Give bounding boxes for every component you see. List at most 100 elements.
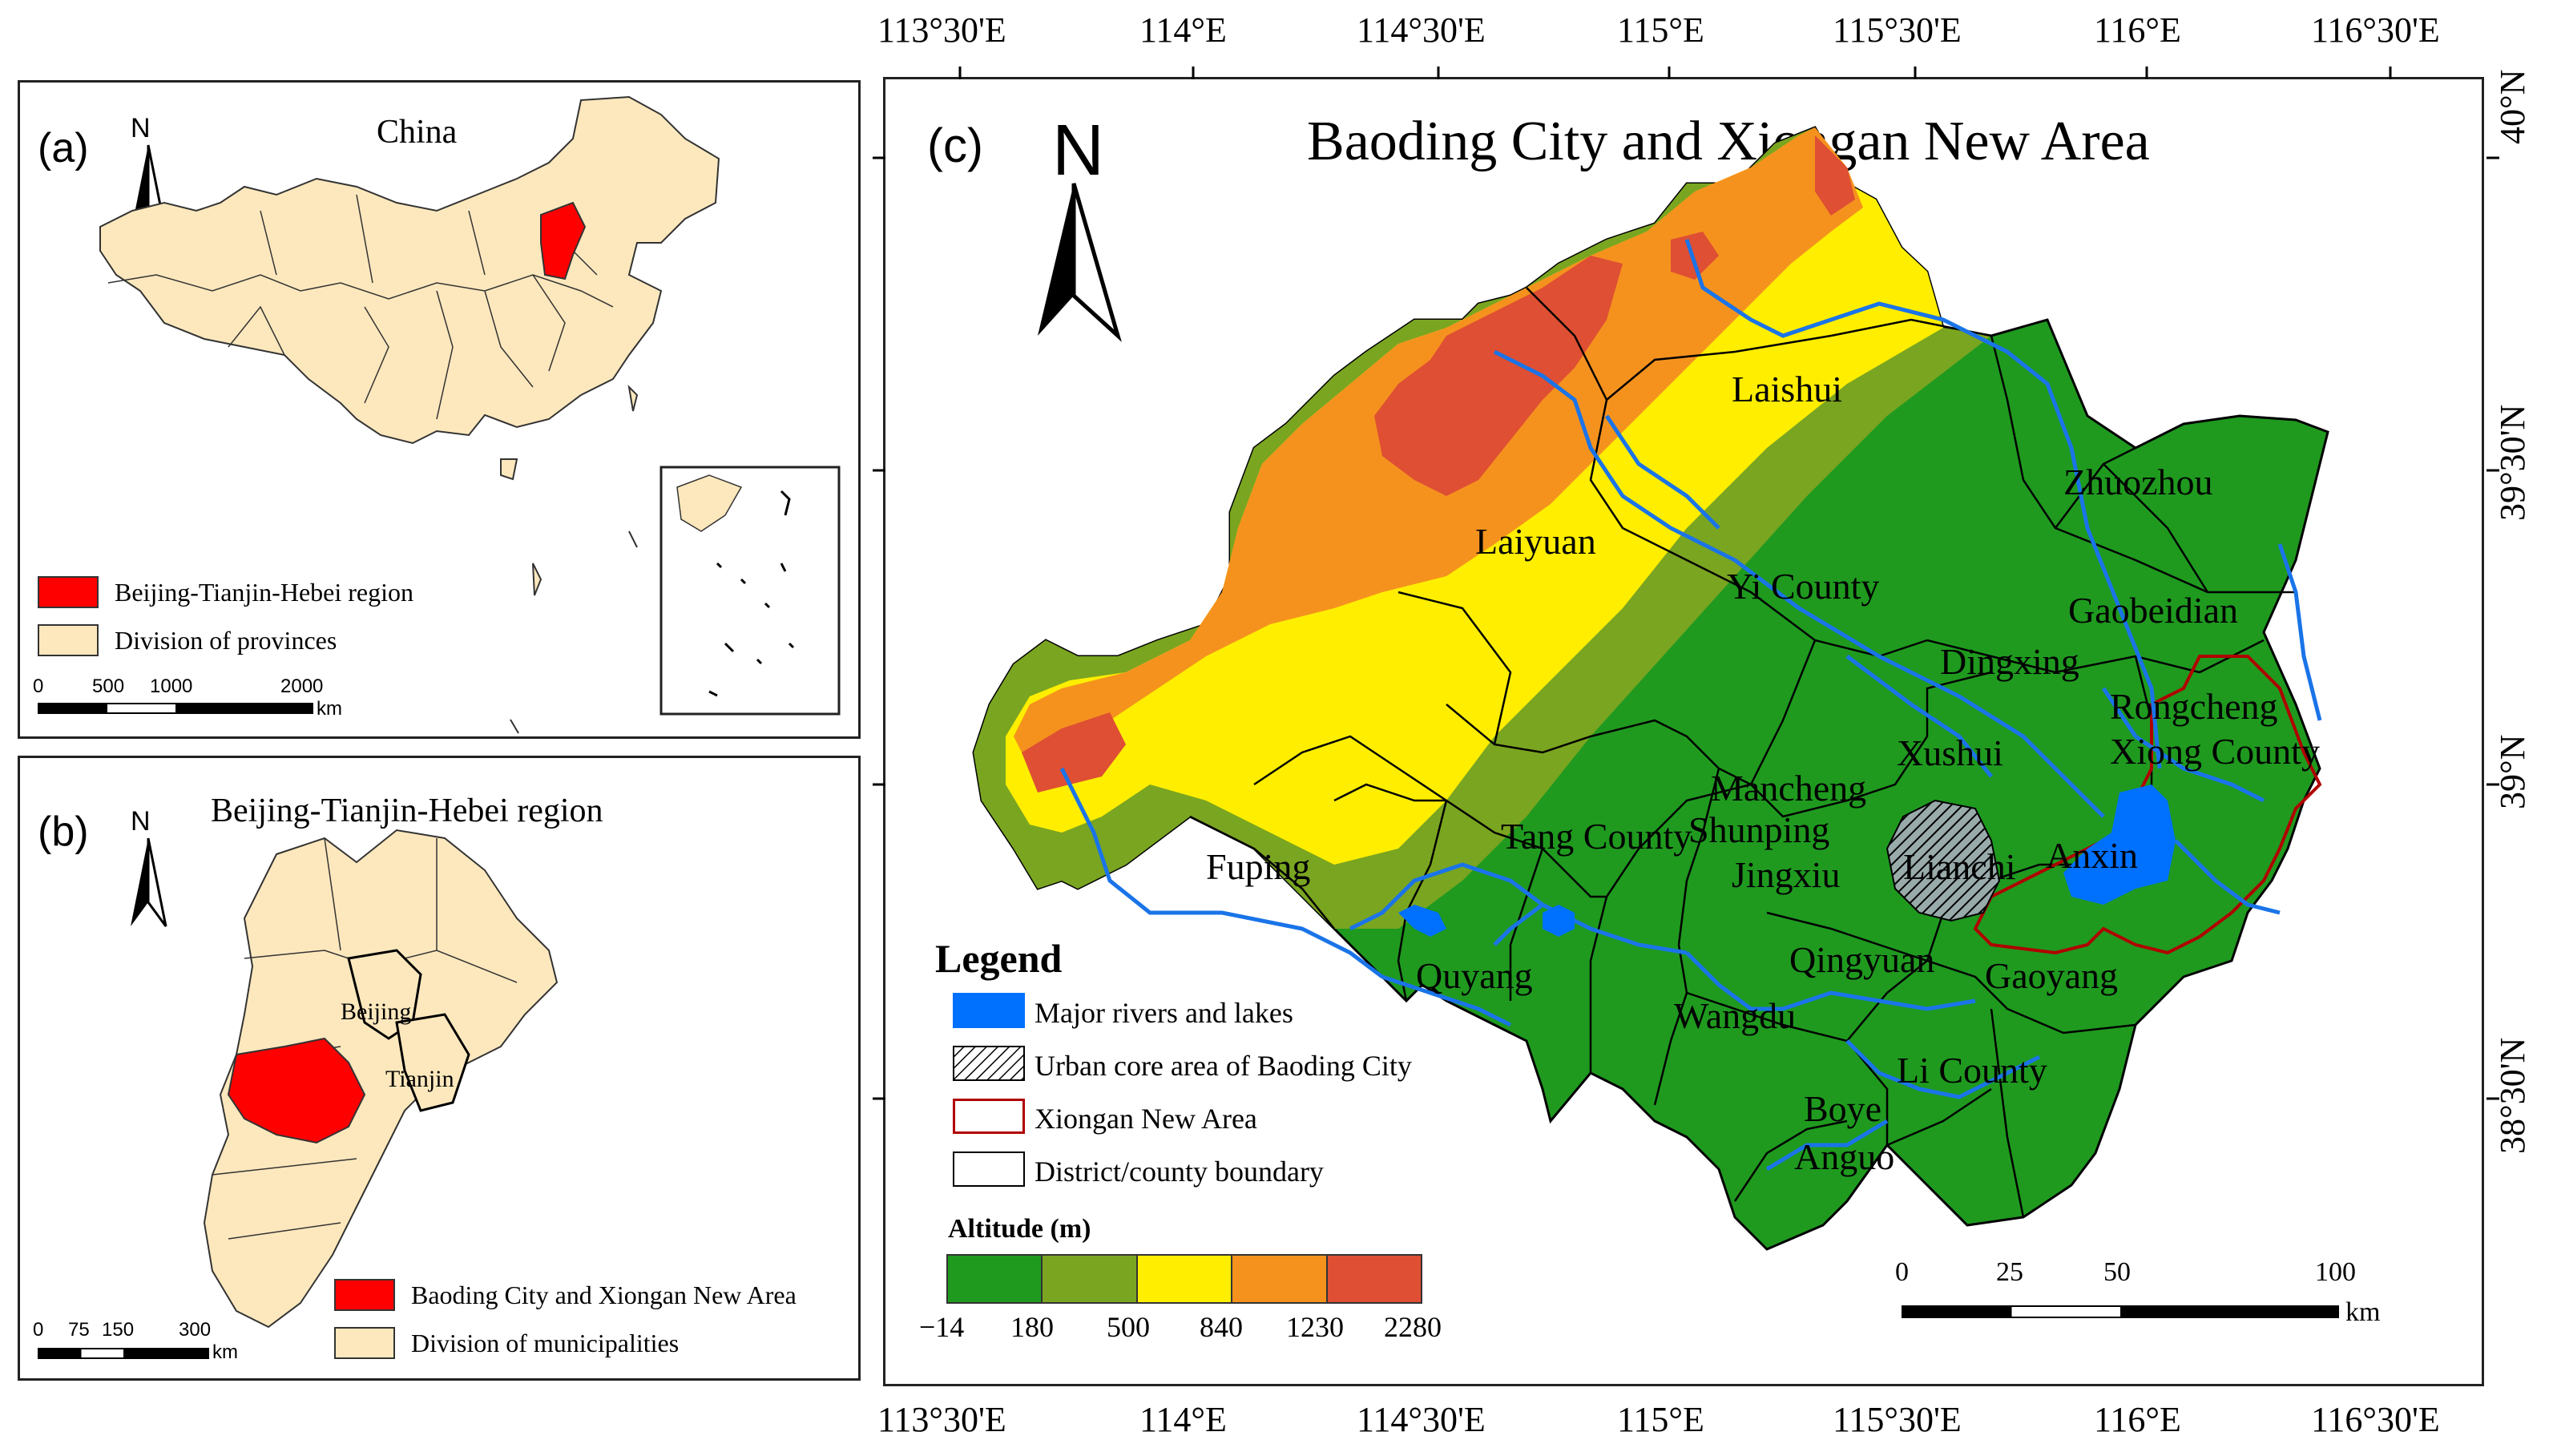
altitude-class-5 <box>1327 1256 1422 1302</box>
panel-c-title: Baoding City and Xiongan New Area <box>1307 111 2150 172</box>
legend-label-provinces: Division of provinces <box>115 626 337 655</box>
altitude-break-4: 840 <box>1200 1311 1243 1343</box>
scale-b-150: 150 <box>102 1319 135 1341</box>
scale-a-unit: km <box>317 698 342 720</box>
place-wangdu: Wangdu <box>1674 995 1797 1036</box>
lat-tick-38-30: 38°30'N <box>2493 1037 2532 1154</box>
legend-swatch-bth <box>38 576 99 608</box>
place-li-county: Li County <box>1897 1050 2047 1091</box>
scale-a-2000: 2000 <box>280 676 324 697</box>
altitude-class-1 <box>948 1256 1043 1302</box>
altitude-break-5: 1230 <box>1286 1311 1344 1343</box>
north-arrow-icon <box>131 837 167 927</box>
scale-a-1000: 1000 <box>150 676 193 697</box>
place-anxin: Anxin <box>2046 835 2138 876</box>
city-beijing: Beijing <box>341 998 412 1025</box>
panel-c-label: (c) <box>927 119 983 172</box>
scale-bar-b <box>38 1348 209 1359</box>
altitude-bar <box>946 1254 1422 1304</box>
legend-label-rivers: Major rivers and lakes <box>1035 997 1293 1029</box>
lon-tick-bottom-4: 115°E <box>1617 1400 1704 1439</box>
scale-a-0: 0 <box>33 676 44 697</box>
place-qingyuan: Qingyuan <box>1789 939 1935 980</box>
china-map <box>99 95 841 734</box>
panel-a-china: (a) China N Beijing-Tianjin-Hebei region… <box>18 80 861 739</box>
altitude-break-6: 2280 <box>1384 1311 1442 1343</box>
lon-tick-bottom-2: 114°E <box>1139 1400 1227 1439</box>
panel-c-baoding: (c) Baoding City and Xiongan New Area N <box>873 67 2499 1386</box>
legend-swatch-urban-core <box>953 1046 1025 1081</box>
place-laiyuan: Laiyuan <box>1475 521 1596 562</box>
legend-swatch-xiongan <box>953 1099 1025 1134</box>
altitude-break-2: 180 <box>1010 1311 1054 1343</box>
lon-tick-top-6: 116°E <box>2094 10 2181 50</box>
altitude-class-4 <box>1232 1256 1328 1302</box>
place-boye: Boye <box>1804 1088 1882 1129</box>
scale-a-500: 500 <box>92 676 125 697</box>
panel-b-label: (b) <box>38 809 89 855</box>
north-arrow-icon <box>1038 183 1122 342</box>
scale-c-25: 25 <box>1996 1257 2023 1287</box>
legend-label-baoding: Baoding City and Xiongan New Area <box>411 1281 797 1309</box>
place-tang-county: Tang County <box>1501 816 1692 857</box>
panel-a-label: (a) <box>38 125 89 171</box>
lon-tick-top-3: 114°30'E <box>1357 10 1486 50</box>
legend-swatch-provinces <box>38 624 99 656</box>
scale-bar-c <box>1902 1305 2339 1318</box>
place-quyang: Quyang <box>1416 955 1533 996</box>
legend-swatch-baoding <box>334 1279 395 1311</box>
legend-label-municipalities: Division of municipalities <box>411 1329 680 1357</box>
frame-ticks <box>873 67 2499 1100</box>
lon-tick-bottom-6: 116°E <box>2094 1400 2181 1439</box>
place-lianchi: Lianchi <box>1903 846 2016 887</box>
place-laishui: Laishui <box>1732 369 1842 409</box>
scale-c-0: 0 <box>1895 1257 1909 1287</box>
place-zhuozhou: Zhuozhou <box>2063 462 2213 502</box>
legend-swatch-boundary <box>953 1151 1025 1187</box>
legend-label-boundary: District/county boundary <box>1035 1156 1324 1188</box>
lon-tick-top-4: 115°E <box>1617 10 1704 50</box>
place-jingxiu: Jingxiu <box>1732 854 1841 895</box>
panel-b-bth: (b) Beijing-Tianjin-Hebei region N Beiji… <box>18 756 861 1381</box>
place-yi-county: Yi County <box>1727 566 1880 607</box>
lat-tick-40: 40°N <box>2493 69 2532 144</box>
lon-tick-top-1: 113°30'E <box>877 10 1006 50</box>
lon-tick-top-5: 115°30'E <box>1833 10 1962 50</box>
lon-tick-bottom-5: 115°30'E <box>1833 1400 1962 1439</box>
place-fuping: Fuping <box>1206 846 1311 887</box>
scale-bar-a <box>38 703 313 714</box>
scale-c-100: 100 <box>2315 1257 2356 1287</box>
scale-b-unit: km <box>212 1341 238 1363</box>
scale-c-unit: km <box>2345 1297 2381 1327</box>
baoding-map <box>972 126 2329 1251</box>
place-rongcheng: Rongcheng <box>2110 686 2278 727</box>
scale-b-0: 0 <box>33 1319 44 1341</box>
place-shunping: Shunping <box>1688 809 1830 850</box>
panel-b-title: Beijing-Tianjin-Hebei region <box>211 793 603 829</box>
place-xushui: Xushui <box>1897 732 2003 773</box>
altitude-break-1: −14 <box>919 1311 965 1343</box>
legend-swatch-municipalities <box>334 1327 395 1359</box>
city-tianjin: Tianjin <box>385 1066 454 1092</box>
lat-tick-39: 39°N <box>2493 734 2532 809</box>
scale-b-300: 300 <box>179 1319 212 1341</box>
place-gaoyang: Gaoyang <box>1985 955 2119 996</box>
altitude-class-2 <box>1043 1256 1138 1302</box>
place-mancheng: Mancheng <box>1711 768 1867 809</box>
place-xiong-county: Xiong County <box>2110 731 2320 772</box>
lon-tick-top-7: 116°30'E <box>2311 10 2440 50</box>
legend-title: Legend <box>935 936 1063 981</box>
lon-tick-bottom-1: 113°30'E <box>877 1400 1006 1439</box>
altitude-class-3 <box>1137 1256 1233 1302</box>
legend-label-bth: Beijing-Tianjin-Hebei region <box>115 578 413 607</box>
scale-c-50: 50 <box>2103 1257 2131 1287</box>
panel-a-title: China <box>377 114 458 151</box>
place-anguo: Anguo <box>1794 1136 1895 1177</box>
place-gaobeidian: Gaobeidian <box>2068 590 2239 631</box>
lon-tick-top-2: 114°E <box>1139 10 1227 50</box>
scale-b-75: 75 <box>68 1319 90 1341</box>
place-dingxing: Dingxing <box>1940 641 2079 682</box>
north-label-b: N <box>131 806 151 837</box>
legend-label-urban-core: Urban core area of Baoding City <box>1035 1050 1412 1082</box>
legend-swatch-rivers <box>953 993 1025 1028</box>
